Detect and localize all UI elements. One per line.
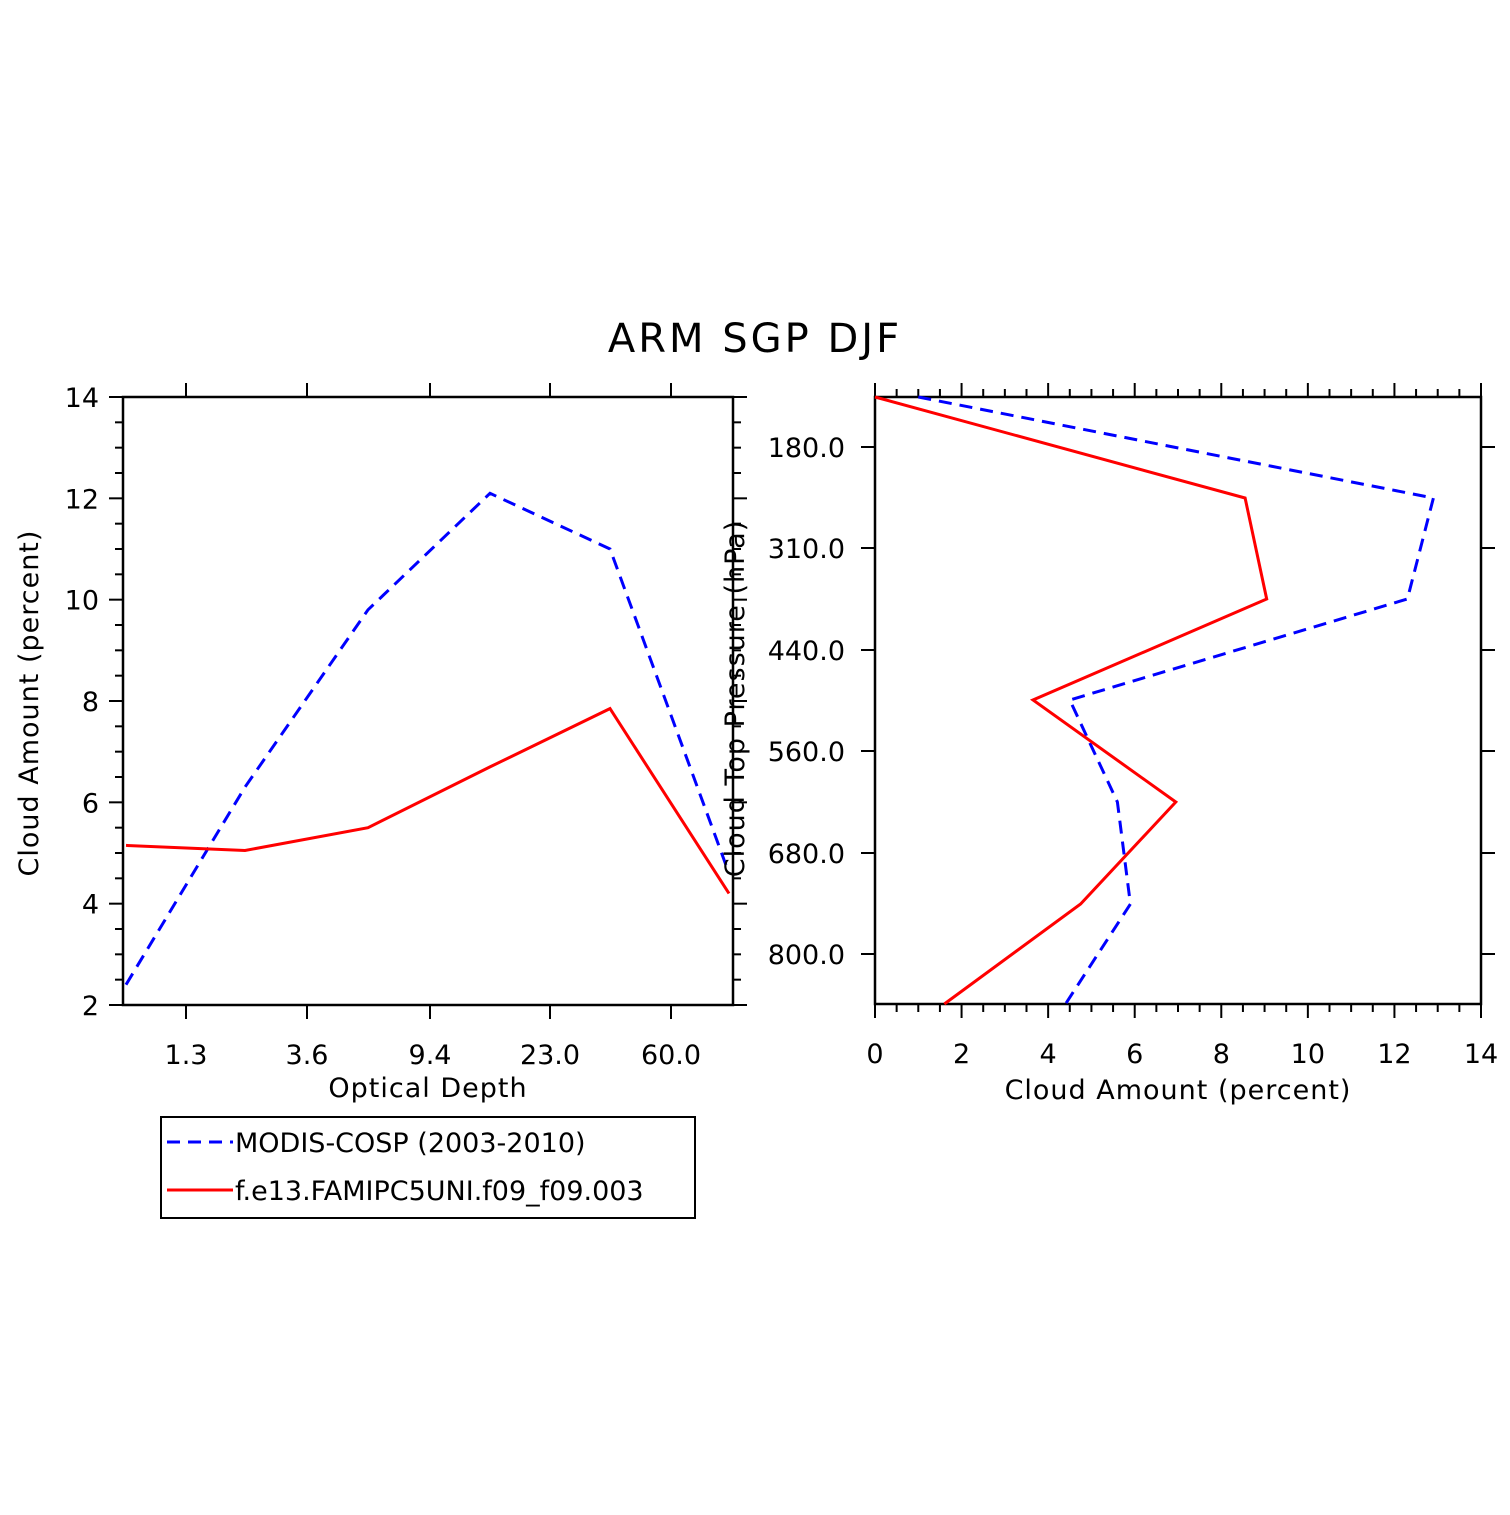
y-axis-label: Cloud Top Pressure (hPa) <box>720 520 751 878</box>
plot-frame <box>123 397 733 1005</box>
x-axis-label: Optical Depth <box>328 1073 527 1104</box>
plot-frame <box>875 397 1481 1004</box>
x-tick-label: 0 <box>866 1039 883 1070</box>
y-tick-label: 560.0 <box>768 737 845 768</box>
x-tick-label: 3.6 <box>286 1040 329 1071</box>
x-tick-label: 8 <box>1213 1039 1230 1070</box>
y-tick-label: 12 <box>65 484 99 515</box>
y-tick-label: 440.0 <box>768 636 845 667</box>
y-tick-label: 6 <box>82 788 99 819</box>
x-tick-label: 1.3 <box>165 1040 208 1071</box>
figure-title: ARM SGP DJF <box>608 316 902 362</box>
y-tick-label: 8 <box>82 687 99 718</box>
y-tick-label: 4 <box>82 890 99 921</box>
y-tick-label: 800.0 <box>768 940 845 971</box>
series-line-modis-cosp <box>918 397 1433 1004</box>
x-tick-label: 9.4 <box>409 1040 452 1071</box>
x-tick-label: 14 <box>1464 1039 1498 1070</box>
series-line-model <box>875 397 1267 1004</box>
x-tick-label: 10 <box>1291 1039 1325 1070</box>
y-tick-label: 10 <box>65 586 99 617</box>
y-tick-label: 2 <box>82 991 99 1022</box>
series-line-modis-cosp <box>126 493 729 984</box>
x-tick-label: 2 <box>953 1039 970 1070</box>
optical-depth-panel: 2 4 6 8 10 12 14 1.3 3.6 9.4 23.0 60.0 Optical Depth… <box>14 383 747 1104</box>
x-tick-label: 23.0 <box>520 1040 580 1071</box>
x-tick-label: 4 <box>1040 1039 1057 1070</box>
y-axis-label: Cloud Amount (percent) <box>14 530 45 877</box>
x-tick-label: 12 <box>1377 1039 1411 1070</box>
legend-label: f.e13.FAMIPC5UNI.f09_f09.003 <box>235 1176 644 1207</box>
y-tick-label: 680.0 <box>768 839 845 870</box>
x-tick-label: 60.0 <box>641 1040 701 1071</box>
x-axis-label: Cloud Amount (percent) <box>1005 1075 1352 1106</box>
legend-label: MODIS-COSP (2003-2010) <box>235 1128 586 1159</box>
legend: MODIS-COSP (2003-2010) f.e13.FAMIPC5UNI.f… <box>161 1117 695 1218</box>
series-line-model <box>126 709 729 894</box>
y-tick-label: 310.0 <box>768 534 845 565</box>
cloud-top-pressure-panel: 0 2 4 6 8 10 12 14 180.0 310.0 440.0 560.0 680.0 800.… <box>720 383 1498 1106</box>
y-tick-label: 180.0 <box>768 433 845 464</box>
x-tick-label: 6 <box>1126 1039 1143 1070</box>
y-tick-label: 14 <box>65 383 99 414</box>
